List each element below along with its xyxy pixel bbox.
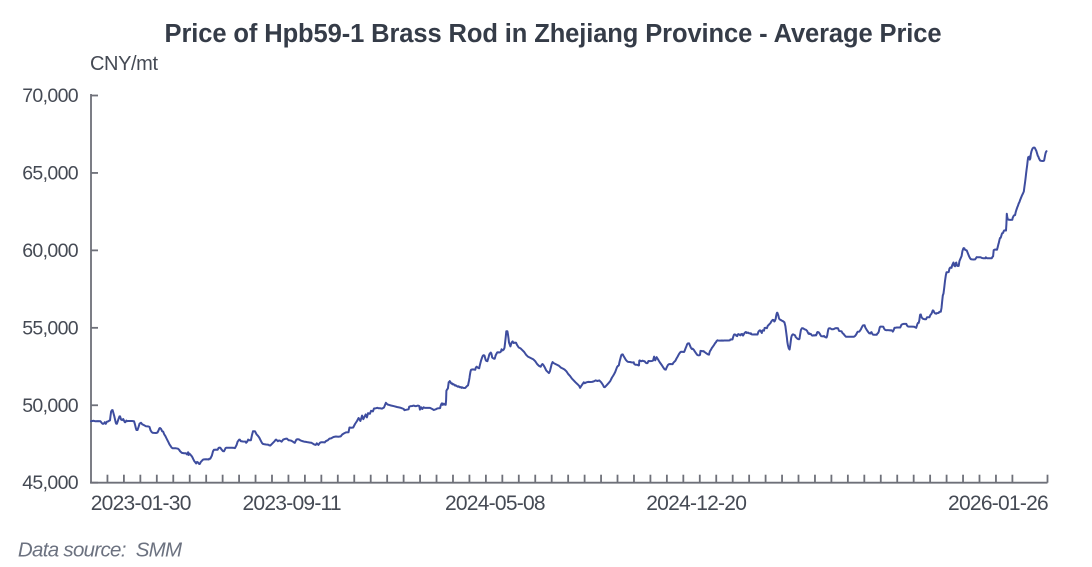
svg-text:2023-09-11: 2023-09-11 <box>243 492 341 515</box>
svg-text:Data source: SMM: Data source: SMM <box>18 539 183 562</box>
svg-text:55,000: 55,000 <box>22 317 79 339</box>
svg-text:2024-12-20: 2024-12-20 <box>646 492 746 515</box>
svg-text:60,000: 60,000 <box>22 240 79 262</box>
svg-text:2023-01-30: 2023-01-30 <box>91 492 191 515</box>
svg-text:65,000: 65,000 <box>22 162 79 184</box>
svg-text:50,000: 50,000 <box>22 395 79 417</box>
svg-text:45,000: 45,000 <box>22 472 79 494</box>
svg-text:2024-05-08: 2024-05-08 <box>445 492 545 515</box>
svg-text:CNY/mt: CNY/mt <box>90 53 158 75</box>
svg-text:70,000: 70,000 <box>22 85 79 107</box>
svg-text:Price of Hpb59-1 Brass Rod in: Price of Hpb59-1 Brass Rod in Zhejiang P… <box>165 20 942 48</box>
svg-text:2026-01-26: 2026-01-26 <box>948 492 1048 515</box>
